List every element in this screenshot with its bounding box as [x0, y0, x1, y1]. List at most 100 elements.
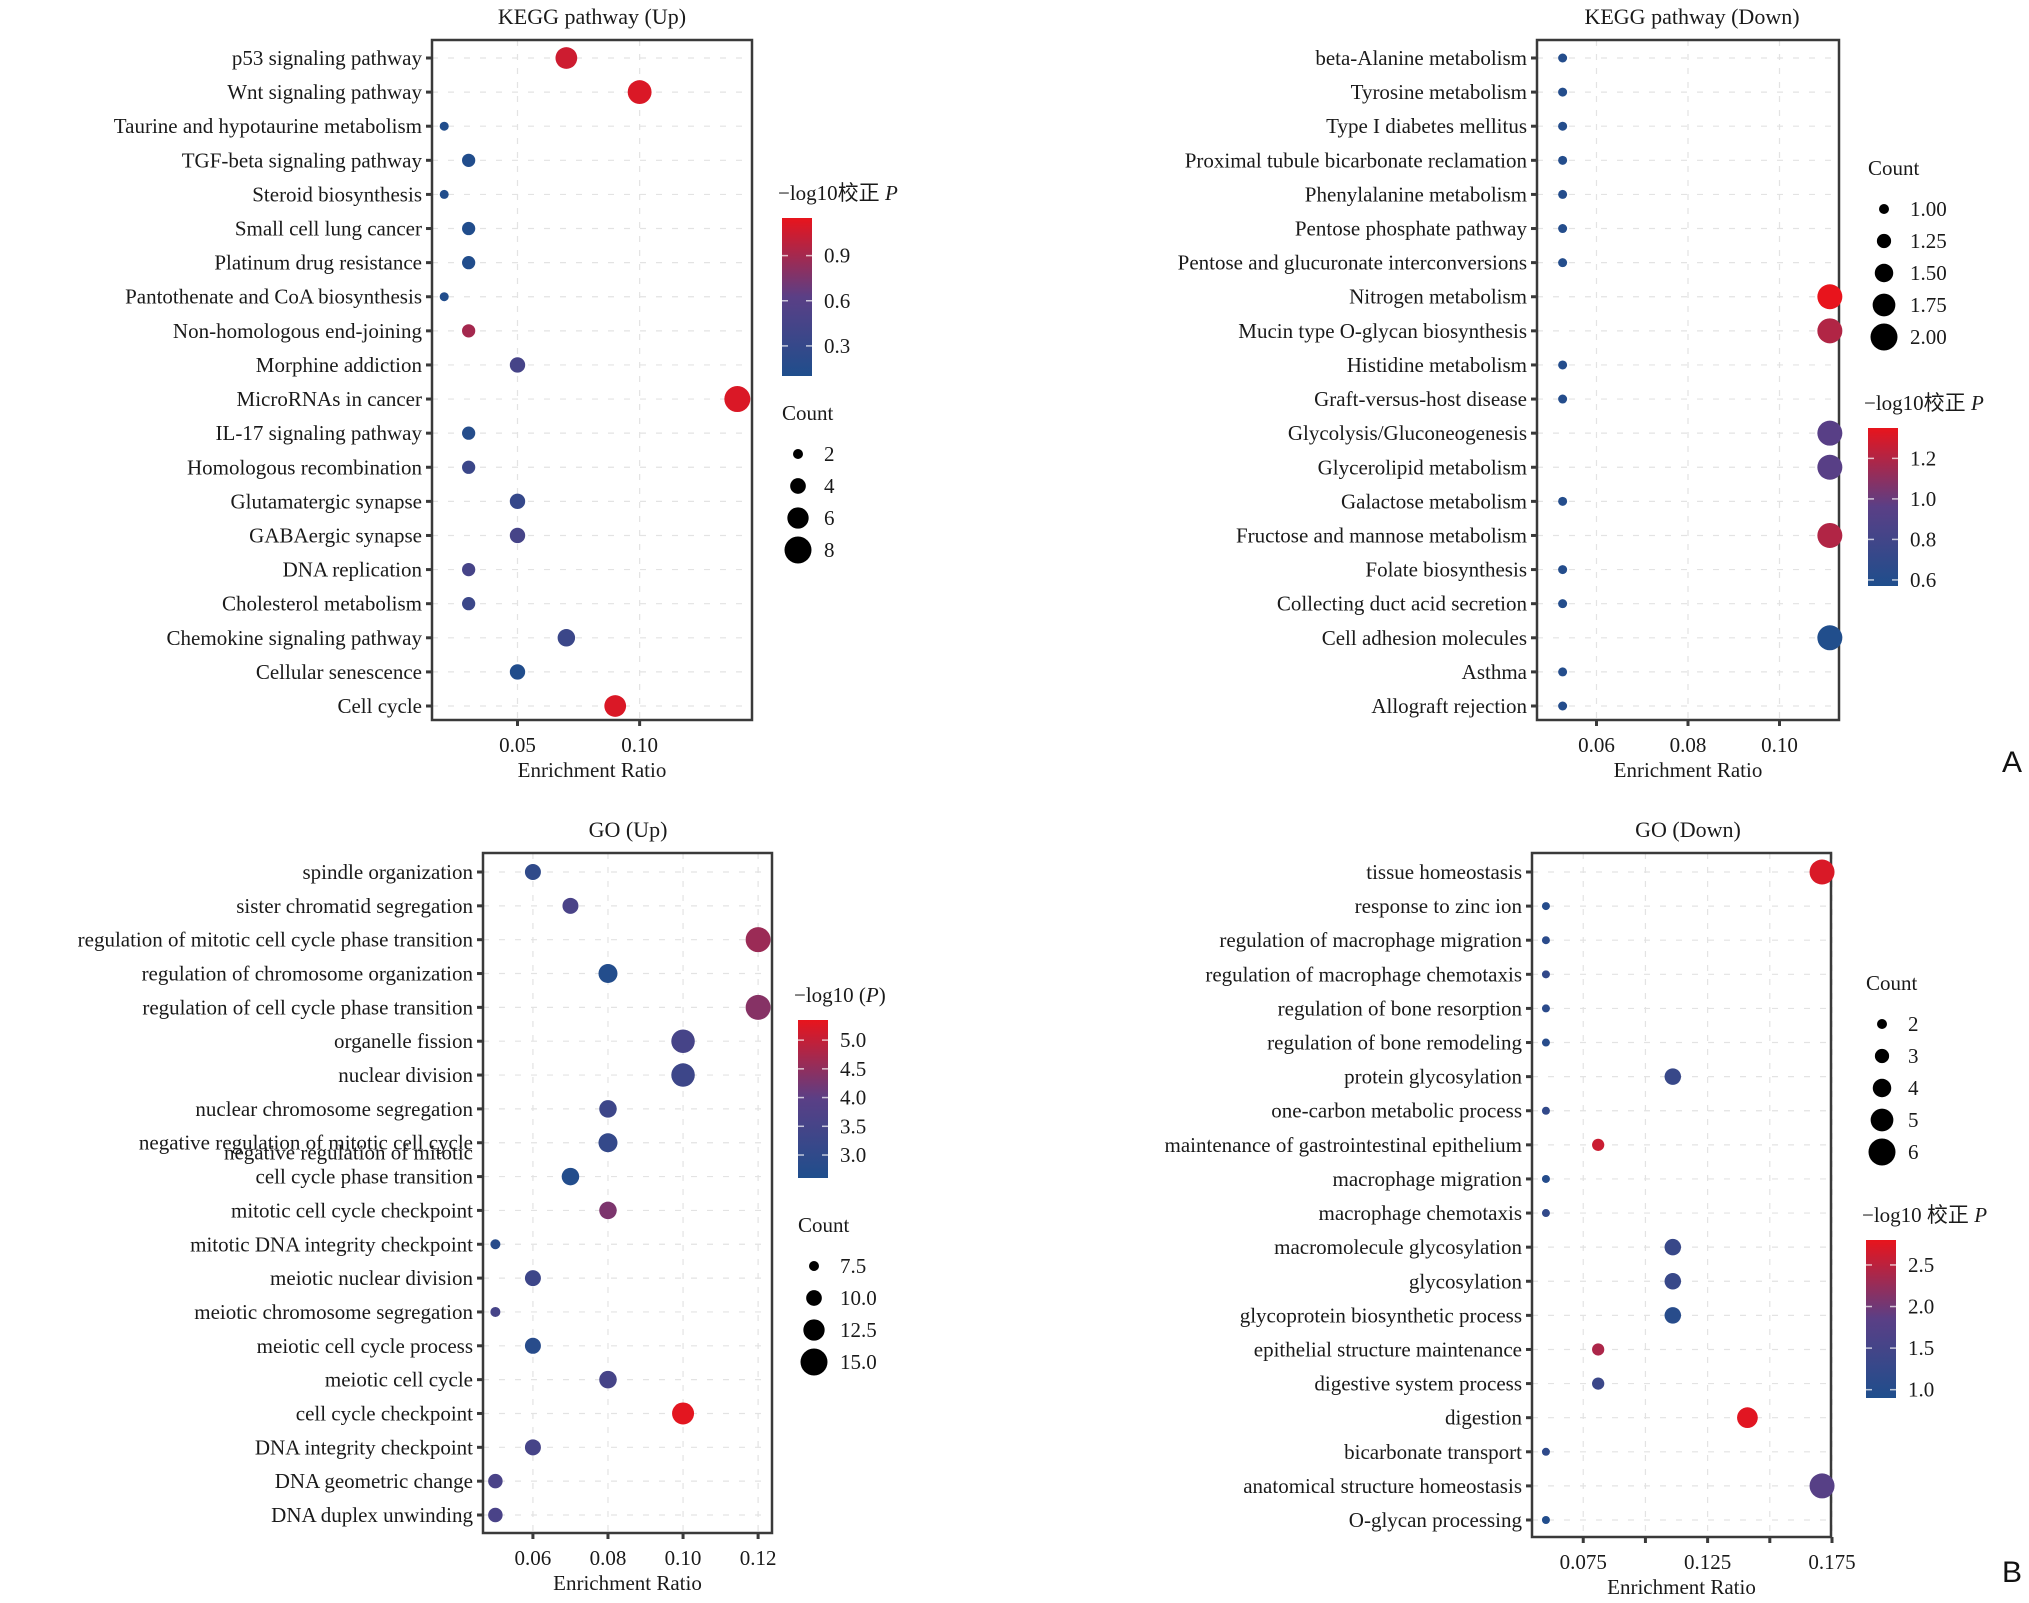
size-legend-key — [790, 478, 806, 494]
y-tick-label: meiotic cell cycle process — [257, 1334, 473, 1358]
data-point[interactable] — [1558, 360, 1568, 370]
y-tick-label: Morphine addiction — [256, 353, 423, 377]
data-point[interactable] — [490, 1239, 501, 1250]
data-point[interactable] — [462, 153, 476, 167]
data-point[interactable] — [1558, 87, 1568, 97]
data-point[interactable] — [462, 324, 476, 338]
data-point[interactable] — [671, 1029, 695, 1053]
data-point[interactable] — [488, 1473, 503, 1489]
data-point[interactable] — [555, 47, 578, 69]
data-point[interactable] — [462, 256, 476, 270]
data-point[interactable] — [1558, 394, 1568, 404]
data-point[interactable] — [1558, 258, 1568, 268]
data-point[interactable] — [524, 1270, 541, 1287]
data-point[interactable] — [1592, 1138, 1605, 1151]
data-point[interactable] — [1809, 859, 1835, 885]
data-point[interactable] — [599, 1201, 617, 1220]
data-point[interactable] — [1664, 1273, 1682, 1290]
x-tick-label: 0.06 — [1578, 733, 1615, 757]
y-tick-label: regulation of mitotic cell cycle phase t… — [78, 928, 474, 952]
data-point[interactable] — [439, 121, 449, 131]
data-point[interactable] — [490, 1306, 501, 1317]
data-point[interactable] — [1558, 701, 1568, 711]
x-tick-label: 0.08 — [590, 1546, 627, 1570]
data-point[interactable] — [1541, 902, 1550, 911]
data-point[interactable] — [1592, 1377, 1605, 1390]
data-point[interactable] — [1541, 1174, 1550, 1183]
data-point[interactable] — [1558, 565, 1568, 575]
data-point[interactable] — [604, 695, 627, 717]
data-point[interactable] — [1541, 1447, 1550, 1456]
data-point[interactable] — [1817, 454, 1843, 480]
y-tick-label: tissue homeostasis — [1366, 860, 1522, 884]
x-tick-label: 0.175 — [1808, 1550, 1855, 1574]
data-point[interactable] — [462, 597, 476, 611]
data-point[interactable] — [1817, 318, 1843, 344]
colorbar — [1868, 428, 1898, 586]
y-tick-label: digestion — [1445, 1406, 1522, 1430]
chart-title: GO (Down) — [1635, 817, 1741, 842]
data-point[interactable] — [745, 927, 771, 953]
x-tick-label: 0.125 — [1684, 1550, 1731, 1574]
data-point[interactable] — [599, 1370, 617, 1389]
data-point[interactable] — [1664, 1307, 1682, 1324]
data-point[interactable] — [1541, 1106, 1550, 1115]
data-point[interactable] — [1737, 1407, 1758, 1429]
data-point[interactable] — [1592, 1343, 1605, 1356]
data-point[interactable] — [1817, 284, 1843, 310]
data-point[interactable] — [1541, 1209, 1550, 1218]
data-point[interactable] — [1664, 1068, 1682, 1085]
data-point[interactable] — [509, 527, 526, 544]
y-tick-label: meiotic nuclear division — [270, 1266, 473, 1290]
data-point[interactable] — [1817, 522, 1843, 548]
data-point[interactable] — [561, 1167, 580, 1186]
colorbar-tick-label: 1.5 — [1908, 1336, 1934, 1360]
data-point[interactable] — [509, 493, 526, 510]
data-point[interactable] — [462, 426, 476, 440]
data-point[interactable] — [509, 357, 526, 373]
data-point[interactable] — [1809, 1473, 1835, 1499]
data-point[interactable] — [524, 1337, 541, 1354]
data-point[interactable] — [724, 386, 751, 413]
data-point[interactable] — [1558, 599, 1568, 609]
data-point[interactable] — [598, 964, 618, 984]
data-point[interactable] — [509, 664, 526, 680]
data-point[interactable] — [599, 1100, 617, 1118]
data-point[interactable] — [462, 562, 476, 577]
data-point[interactable] — [439, 292, 449, 302]
data-point[interactable] — [745, 994, 771, 1020]
data-point[interactable] — [1817, 420, 1843, 446]
data-point[interactable] — [1541, 936, 1550, 945]
data-point[interactable] — [462, 460, 476, 474]
data-point[interactable] — [1541, 1516, 1550, 1524]
plot-frame — [1530, 851, 1833, 1539]
y-tick-label: regulation of bone remodeling — [1267, 1031, 1522, 1055]
data-point[interactable] — [524, 864, 541, 880]
data-point[interactable] — [488, 1507, 503, 1523]
data-point[interactable] — [671, 1063, 695, 1087]
data-point[interactable] — [1558, 496, 1568, 506]
data-point[interactable] — [1558, 667, 1568, 677]
color-legend-title-suffix: ) — [879, 983, 886, 1007]
data-point[interactable] — [1558, 224, 1568, 234]
data-point[interactable] — [672, 1402, 695, 1425]
data-point[interactable] — [557, 629, 576, 647]
data-point[interactable] — [1558, 189, 1568, 199]
data-point[interactable] — [1541, 1004, 1550, 1013]
data-point[interactable] — [1541, 970, 1550, 979]
data-point[interactable] — [1558, 121, 1568, 131]
data-point[interactable] — [524, 1439, 541, 1456]
data-point[interactable] — [1817, 625, 1843, 651]
data-point[interactable] — [439, 189, 449, 199]
y-tick-label: Tyrosine metabolism — [1351, 80, 1527, 104]
data-point[interactable] — [562, 897, 579, 914]
data-point[interactable] — [1541, 1038, 1550, 1047]
size-legend-key — [793, 449, 803, 459]
data-point[interactable] — [627, 80, 652, 105]
data-point[interactable] — [462, 221, 476, 236]
data-point[interactable] — [1558, 53, 1568, 63]
data-point[interactable] — [598, 1133, 618, 1153]
data-point[interactable] — [1558, 155, 1568, 165]
data-point[interactable] — [1664, 1238, 1682, 1256]
y-tick-label: regulation of bone resorption — [1278, 996, 1523, 1020]
